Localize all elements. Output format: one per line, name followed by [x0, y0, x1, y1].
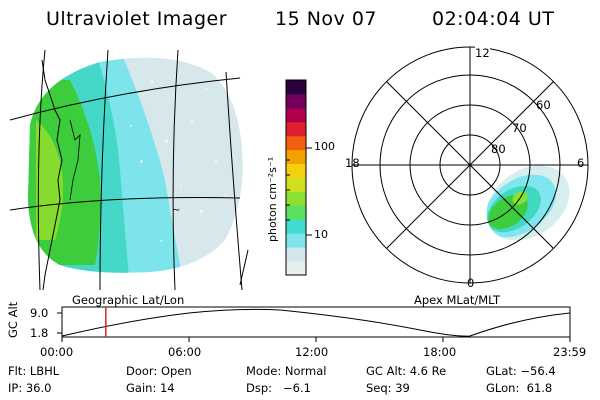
mlt-label-18: 18 — [345, 156, 360, 170]
info-gain: Gain: 14 — [126, 381, 175, 395]
alt-xticks — [61, 337, 571, 342]
colorbar-segment — [286, 233, 306, 248]
colorbar-segment — [286, 219, 306, 234]
geographic-label: Geographic Lat/Lon — [72, 293, 185, 307]
polar-grid — [351, 46, 589, 284]
alt-xtick-2359: 23:59 — [553, 345, 587, 359]
alt-ytick-label-high: 9.0 — [30, 306, 49, 320]
info-glon: GLon: 61.8 — [486, 381, 553, 395]
info-door: Door: Open — [126, 364, 192, 378]
mlt-label-0: 0 — [467, 276, 475, 290]
info-dsp: Dsp: −6.1 — [246, 381, 311, 395]
alt-ylabel: GC Alt — [6, 301, 20, 338]
colorbar-segment — [286, 107, 306, 123]
colorbar-segment — [286, 177, 306, 192]
altitude-curve — [61, 308, 571, 337]
alt-xtick-00: 00:00 — [40, 345, 74, 359]
colorbar-segment — [286, 121, 306, 137]
lat-label-70: 70 — [512, 121, 527, 135]
alt-xtick-06: 06:00 — [168, 345, 202, 359]
colorbar-segment — [286, 93, 306, 109]
alt-plot-frame — [61, 306, 571, 338]
colorbar-segment — [286, 205, 306, 220]
lat-label-80: 80 — [491, 142, 506, 156]
colorbar-label-low: 10 — [314, 228, 328, 241]
info-mode: Mode: Normal — [246, 364, 327, 378]
instrument-title: Ultraviolet Imager — [46, 8, 228, 30]
colorbar-segment — [286, 191, 306, 206]
colorbar-label-high: 100 — [314, 140, 335, 153]
mlt-label-6: 6 — [577, 156, 585, 170]
date-label: 15 Nov 07 — [275, 8, 378, 30]
time-label: 02:04:04 UT — [432, 8, 555, 30]
grid-tick — [239, 249, 249, 286]
colorbar-segment — [286, 163, 306, 178]
colorbar-ticks — [286, 147, 312, 236]
island-coastline — [69, 119, 81, 201]
colorbar — [285, 79, 307, 276]
alt-xtick-18: 18:00 — [423, 345, 457, 359]
info-gc-alt: GC Alt: 4.6 Re — [366, 364, 447, 378]
terrain-mark: ~ — [172, 205, 180, 216]
noise-speckle — [130, 80, 227, 242]
info-seq: Seq: 39 — [366, 381, 410, 395]
auroral-bright-region — [36, 120, 64, 240]
info-glat: GLat: −56.4 — [486, 364, 556, 378]
colorbar-segment — [286, 149, 306, 165]
info-flt: Flt: LBHL — [8, 364, 60, 378]
info-ip: IP: 36.0 — [8, 381, 52, 395]
mlt-label-12: 12 — [475, 46, 490, 60]
colorbar-segment — [286, 247, 306, 262]
lat-label-60: 60 — [536, 98, 551, 112]
colorbar-segment — [286, 80, 306, 95]
colorbar-segment — [286, 261, 306, 276]
apex-label: Apex MLat/MLT — [414, 293, 501, 307]
alt-ytick-label-low: 1.8 — [30, 326, 49, 340]
pale-region — [120, 57, 243, 273]
alt-xtick-12: 12:00 — [295, 345, 329, 359]
coastline — [41, 59, 63, 291]
colorbar-frame — [285, 79, 307, 276]
geo-grid — [9, 49, 243, 291]
colorbar-segment — [286, 135, 306, 151]
